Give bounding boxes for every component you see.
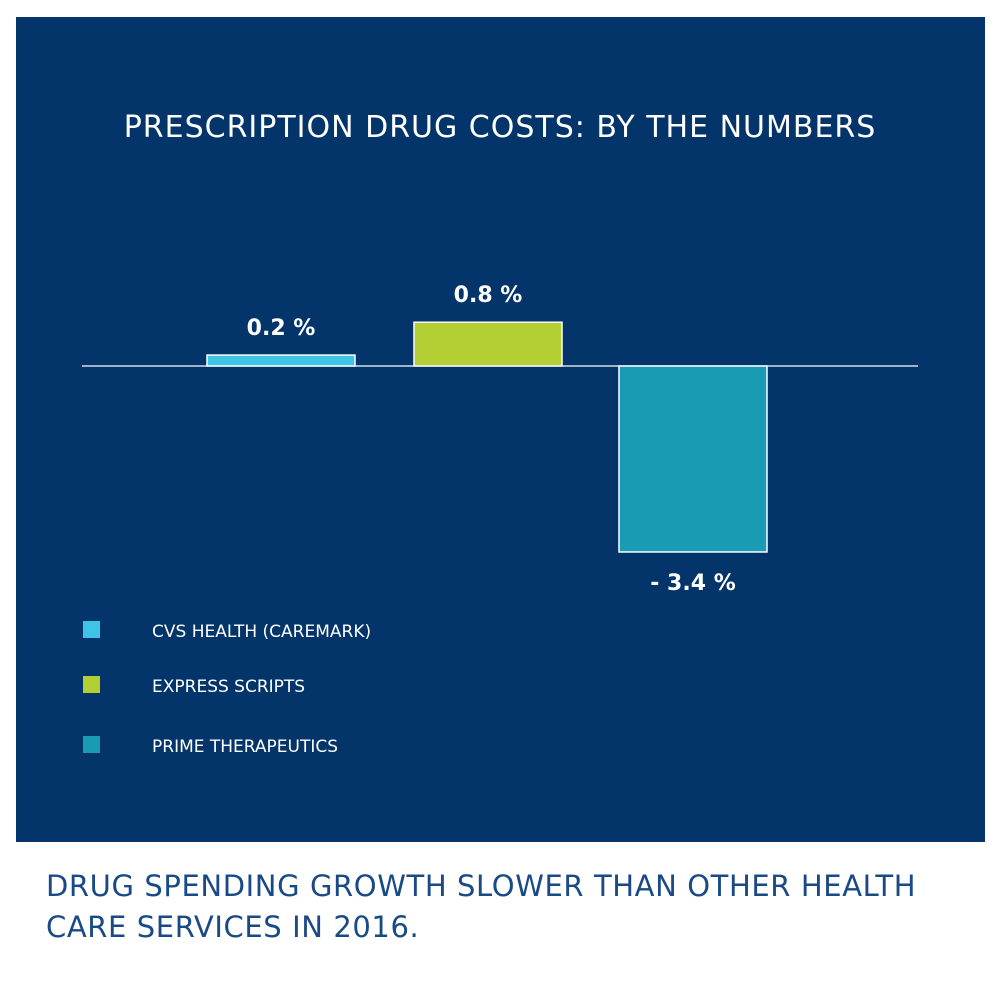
bar-1 bbox=[206, 354, 356, 367]
bars-layer bbox=[206, 321, 768, 553]
value-label-3: - 3.4 % bbox=[650, 571, 735, 596]
chart-title: PRESCRIPTION DRUG COSTS: BY THE NUMBERS bbox=[124, 110, 877, 145]
legend-swatch-1 bbox=[83, 621, 100, 638]
legend-label-3: PRIME THERAPEUTICS bbox=[152, 737, 338, 757]
bar-2 bbox=[413, 321, 563, 367]
caption: DRUG SPENDING GROWTH SLOWER THAN OTHER H… bbox=[46, 869, 917, 944]
legend-label-1: CVS HEALTH (CAREMARK) bbox=[152, 622, 371, 642]
legend-swatch-2 bbox=[83, 676, 100, 693]
value-label-1: 0.2 % bbox=[247, 316, 316, 341]
value-labels-layer: 0.2 % 0.8 % - 3.4 % bbox=[247, 283, 736, 596]
legend-label-2: EXPRESS SCRIPTS bbox=[152, 677, 305, 697]
legend: CVS HEALTH (CAREMARK) EXPRESS SCRIPTS PRIM… bbox=[83, 621, 371, 757]
bar-3 bbox=[618, 365, 768, 553]
value-label-2: 0.8 % bbox=[454, 283, 523, 308]
legend-swatch-3 bbox=[83, 736, 100, 753]
chart-panel bbox=[16, 17, 985, 842]
